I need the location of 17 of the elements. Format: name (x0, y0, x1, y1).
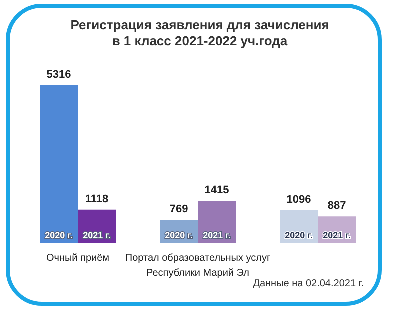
chart-title: Регистрация заявления для зачисления в 1 класс 2021-2022 уч.года (70, 18, 330, 48)
data-label: 5316 (46, 68, 72, 81)
x-tick-label: Портал образовательных услуг Республики Марий Эл (125, 253, 271, 279)
x-tick-label: Очный приём (46, 253, 110, 264)
text: Данные на 02.04.2021 г. (253, 278, 364, 290)
data-label: 887 (328, 200, 346, 212)
text: 2020 г. (165, 230, 193, 240)
text: 2021 г. (323, 230, 351, 240)
data-label: 1118 (85, 193, 109, 206)
data-label: 1415 (204, 184, 230, 197)
data-label: 769 (170, 204, 188, 216)
text: 2021 г. (203, 230, 231, 240)
series-label: 2020 г. (45, 230, 73, 240)
text: 2020 г. (285, 230, 313, 240)
series-label: 2021 г. (83, 230, 111, 240)
data-label: 1096 (286, 194, 312, 206)
bar (40, 85, 78, 243)
